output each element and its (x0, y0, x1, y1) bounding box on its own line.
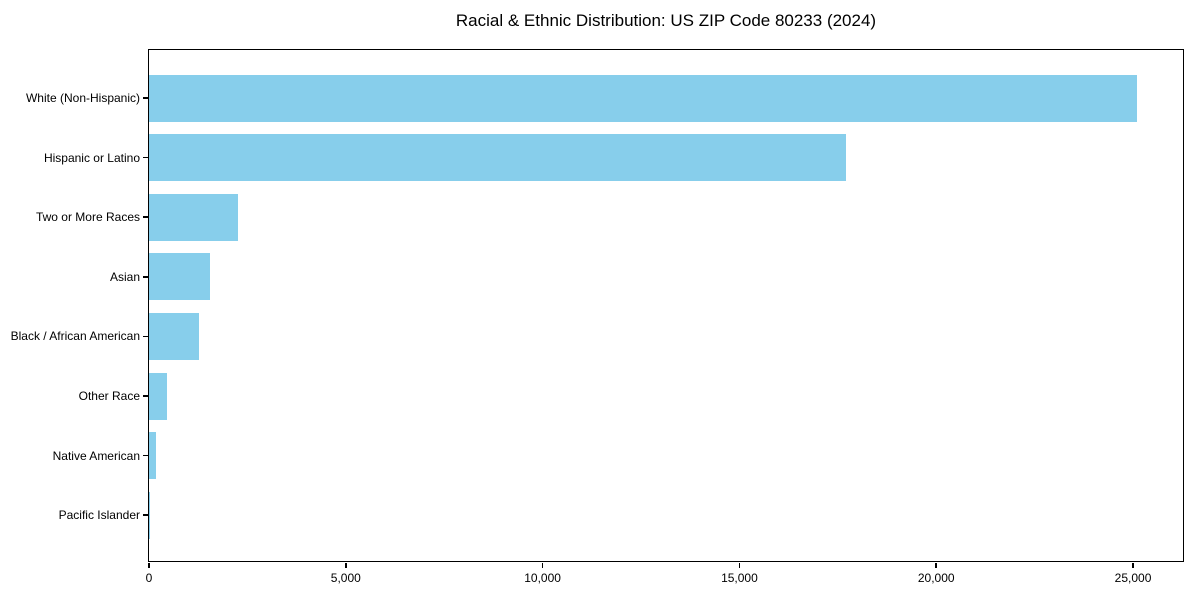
y-tick-mark (142, 276, 148, 278)
y-tick-label: Pacific Islander (58, 508, 140, 523)
bar (149, 312, 199, 360)
x-tick-label: 25,000 (1114, 571, 1152, 585)
x-tick-mark (345, 563, 347, 568)
x-tick-mark (738, 563, 741, 568)
y-tick-mark (142, 395, 148, 397)
x-tick-label: 20,000 (917, 571, 955, 585)
x-tick-mark (935, 563, 937, 568)
x-tick-mark (1132, 563, 1134, 568)
y-tick-mark (142, 514, 148, 516)
bar (149, 74, 1137, 122)
x-tick-label: 5,000 (330, 571, 361, 585)
y-tick-label: Native American (52, 448, 140, 463)
y-tick-label: Black / African American (10, 329, 140, 344)
y-tick-label: White (Non-Hispanic) (25, 91, 140, 105)
x-tick-mark (148, 563, 150, 568)
bar (149, 134, 846, 182)
y-tick-mark (142, 216, 148, 218)
y-tick-mark (142, 156, 148, 159)
y-tick-mark (142, 454, 148, 457)
chart-title: Racial & Ethnic Distribution: US ZIP Cod… (455, 11, 877, 30)
bar (149, 253, 210, 301)
y-tick-label: Asian (109, 269, 140, 284)
y-tick-label: Other Race (78, 389, 140, 403)
y-tick-label: Hispanic or Latino (43, 150, 140, 165)
y-tick-label: Two or More Races (35, 210, 140, 225)
x-tick-label: 15,000 (721, 571, 758, 585)
y-tick-mark (142, 335, 148, 338)
x-tick-mark (541, 563, 544, 568)
y-tick-mark (142, 97, 148, 99)
plot-area: White (Non-Hispanic) Hispanic or Latino Tw… (11, 49, 1184, 585)
x-tick-label: 0 (145, 571, 153, 585)
bar (149, 372, 167, 420)
x-tick-label: 10,000 (524, 571, 561, 585)
bar (149, 193, 238, 241)
bar (149, 432, 156, 480)
